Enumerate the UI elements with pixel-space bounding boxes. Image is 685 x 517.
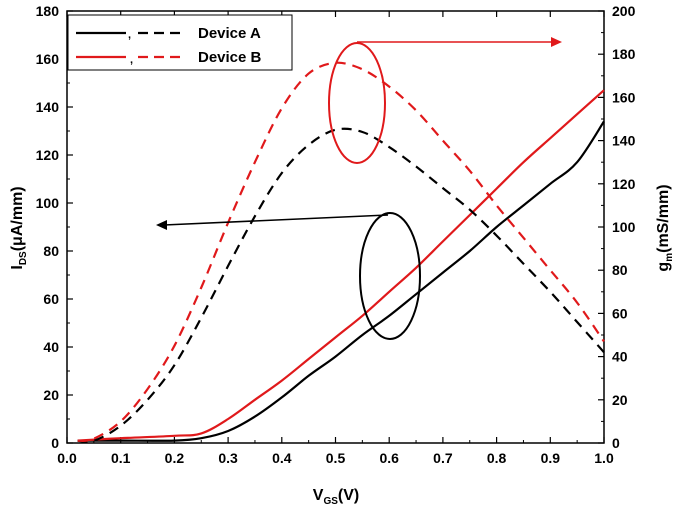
- gm-arrow-head: [551, 37, 562, 47]
- x-tick-label: 0.2: [165, 450, 185, 466]
- y-right-tick-label: 160: [612, 89, 636, 105]
- axes: [66, 10, 605, 444]
- legend-device-a-label: Device A: [198, 25, 261, 42]
- legend: , Device A , Device B: [67, 14, 293, 71]
- legend-device-b-label: Device B: [198, 49, 262, 66]
- y-left-tick-label: 80: [43, 243, 59, 259]
- y-left-axis-title: IDS(μA/mm): [9, 186, 29, 269]
- y-right-tick-label: 40: [612, 349, 628, 365]
- x-axis-title: VGS(V): [313, 487, 359, 507]
- x-tick-label: 0.9: [541, 450, 561, 466]
- series-lines: [77, 61, 605, 444]
- y-right-tick-label: 120: [612, 176, 636, 192]
- x-tick-label: 0.7: [433, 450, 453, 466]
- device-a-gm-line: [77, 127, 605, 444]
- device-b-ids-line: [77, 89, 605, 442]
- x-tick-label: 1.0: [594, 450, 614, 466]
- y-left-tick-label: 140: [36, 99, 60, 115]
- y-left-tick-label: 20: [43, 387, 59, 403]
- legend-device-b-separator: ,: [130, 54, 133, 66]
- ids-ellipse-annotation: [359, 212, 421, 340]
- gm-ellipse-annotation: [328, 42, 386, 164]
- x-tick-label: 0.4: [272, 450, 292, 466]
- device-b-gm-line: [77, 61, 605, 442]
- x-tick-label: 0.6: [379, 450, 399, 466]
- annotations: [156, 37, 562, 340]
- y-left-tick-label: 0: [51, 435, 59, 451]
- y-right-tick-label: 180: [612, 46, 636, 62]
- ids-arrow-head: [156, 220, 167, 230]
- x-tick-label: 0.3: [218, 450, 238, 466]
- axis-titles: VGS(V) IDS(μA/mm) gm(mS/mm): [9, 184, 675, 507]
- y-right-tick-label: 20: [612, 392, 628, 408]
- tick-labels: 0.0 0.1 0.2 0.3 0.4 0.5 0.6 0.7 0.8 0.9 1.00204060…: [36, 3, 636, 466]
- plot-frame: [66, 10, 605, 444]
- y-left-tick-label: 120: [36, 147, 60, 163]
- y-left-tick-label: 100: [36, 195, 60, 211]
- y-right-tick-label: 140: [612, 133, 636, 149]
- y-left-tick-label: 40: [43, 339, 59, 355]
- x-tick-label: 0.0: [57, 450, 77, 466]
- tick-marks: [66, 10, 605, 444]
- y-right-tick-label: 0: [612, 435, 620, 451]
- y-right-tick-label: 100: [612, 219, 636, 235]
- ids-arrow-line: [163, 214, 389, 226]
- legend-box: [67, 14, 293, 71]
- y-right-tick-label: 80: [612, 262, 628, 278]
- y-left-tick-label: 180: [36, 3, 60, 19]
- y-right-axis-title: gm(mS/mm): [655, 184, 675, 271]
- y-left-tick-label: 60: [43, 291, 59, 307]
- legend-device-a-separator: ,: [128, 29, 131, 41]
- device-a-ids-line: [77, 120, 605, 442]
- y-right-tick-label: 60: [612, 305, 628, 321]
- x-tick-label: 0.1: [111, 450, 131, 466]
- x-tick-label: 0.8: [487, 450, 507, 466]
- y-right-tick-label: 200: [612, 3, 636, 19]
- x-tick-label: 0.5: [326, 450, 346, 466]
- y-left-tick-label: 160: [36, 51, 60, 67]
